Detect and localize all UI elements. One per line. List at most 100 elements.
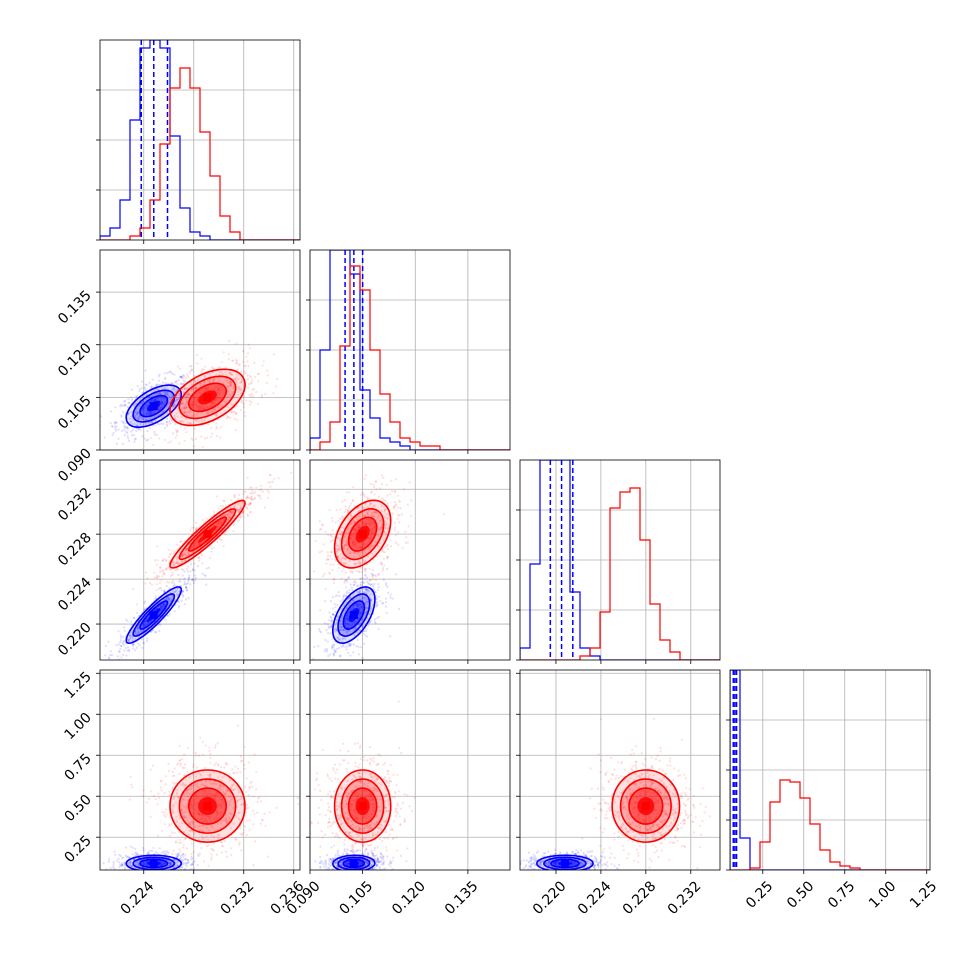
- scatter-point: [363, 642, 366, 645]
- scatter-point: [143, 418, 147, 421]
- scatter-point: [387, 517, 390, 520]
- scatter-point: [183, 861, 186, 865]
- scatter-point: [160, 851, 164, 854]
- scatter-point: [140, 380, 144, 383]
- scatter-point: [161, 607, 164, 610]
- scatter-point: [362, 492, 365, 496]
- scatter-point: [358, 526, 361, 529]
- scatter-point: [172, 383, 175, 386]
- scatter-point: [158, 796, 161, 799]
- scatter-point: [184, 858, 187, 861]
- scatter-point: [135, 429, 138, 433]
- scatter-point: [357, 591, 361, 594]
- scatter-point: [382, 476, 385, 480]
- scatter-point: [185, 387, 188, 390]
- scatter-point: [173, 414, 176, 417]
- scatter-point: [225, 385, 229, 388]
- density-contours-series-1: [169, 368, 246, 427]
- scatter-point: [145, 623, 148, 626]
- scatter-point: [197, 754, 201, 757]
- scatter-point: [181, 803, 184, 807]
- scatter-point: [215, 386, 218, 389]
- scatter-point: [241, 515, 244, 518]
- scatter-point: [226, 389, 229, 392]
- scatter-point: [245, 833, 248, 837]
- scatter-point: [356, 585, 359, 588]
- scatter-point: [321, 523, 324, 526]
- scatter-point: [235, 405, 239, 408]
- scatter-point: [197, 825, 200, 828]
- scatter-point: [217, 776, 220, 779]
- scatter-point: [371, 569, 374, 572]
- scatter-point: [205, 785, 208, 788]
- hist-panel-2: [516, 459, 721, 664]
- scatter-point: [181, 568, 185, 571]
- scatter-point: [201, 518, 204, 521]
- scatter-point: [211, 401, 214, 404]
- scatter-point: [133, 616, 136, 619]
- scatter-point: [367, 589, 370, 593]
- scatter-point: [182, 853, 185, 856]
- scatter-point: [177, 852, 180, 855]
- scatter-point: [201, 368, 204, 371]
- scatter-point: [202, 368, 205, 371]
- scatter-point: [177, 562, 180, 565]
- scatter-point: [212, 401, 215, 405]
- scatter-point: [356, 631, 359, 635]
- scatter-point: [207, 815, 210, 818]
- scatter-point: [217, 388, 221, 391]
- scatter-point: [371, 527, 375, 530]
- scatter-point: [346, 590, 349, 593]
- scatter-point: [195, 526, 199, 529]
- scatter-point: [368, 612, 371, 616]
- scatter-point: [191, 803, 194, 807]
- y-tick-label: 0.090: [55, 446, 95, 486]
- scatter-point: [114, 429, 118, 432]
- x-tick-label: 0.50: [784, 878, 817, 911]
- scatter-point: [163, 861, 166, 864]
- scatter-point: [247, 365, 250, 368]
- scatter-point: [198, 542, 202, 545]
- scatter-point: [194, 387, 197, 390]
- scatter-point: [190, 863, 193, 867]
- scatter-point: [337, 638, 340, 641]
- scatter-point: [193, 414, 196, 417]
- scatter-point: [161, 391, 165, 394]
- scatter-point: [184, 406, 187, 410]
- scatter-point: [129, 845, 132, 848]
- panel-border: [99, 459, 301, 661]
- scatter-point: [185, 431, 188, 434]
- scatter-point: [375, 605, 378, 608]
- scatter-point: [334, 606, 337, 609]
- scatter-point: [162, 409, 165, 413]
- scatter-point: [156, 396, 159, 399]
- scatter-point: [262, 360, 265, 363]
- scatter-point: [219, 504, 222, 508]
- scatter-point: [360, 605, 363, 609]
- scatter-point: [137, 631, 140, 634]
- scatter-point: [171, 395, 174, 398]
- scatter-point: [351, 571, 354, 574]
- scatter-point: [191, 862, 194, 865]
- scatter-point: [345, 616, 348, 619]
- scatter-point: [127, 402, 130, 405]
- scatter-point: [194, 805, 197, 808]
- scatter-point: [269, 481, 272, 484]
- scatter-point: [169, 417, 172, 420]
- scatter-point: [381, 497, 384, 500]
- scatter-point: [153, 871, 155, 873]
- scatter-point: [234, 838, 238, 841]
- scatter-point: [217, 522, 220, 526]
- scatter-point: [134, 866, 137, 870]
- scatter-point: [352, 540, 355, 544]
- scatter-point: [370, 521, 373, 524]
- scatter-point: [162, 862, 165, 865]
- scatter-point: [201, 814, 204, 817]
- scatter-point: [150, 411, 153, 414]
- scatter-point: [162, 602, 165, 606]
- scatter-point: [121, 857, 124, 860]
- scatter-point: [329, 625, 333, 628]
- scatter-point: [349, 522, 353, 525]
- scatter-point: [336, 619, 339, 622]
- scatter-point: [123, 426, 126, 429]
